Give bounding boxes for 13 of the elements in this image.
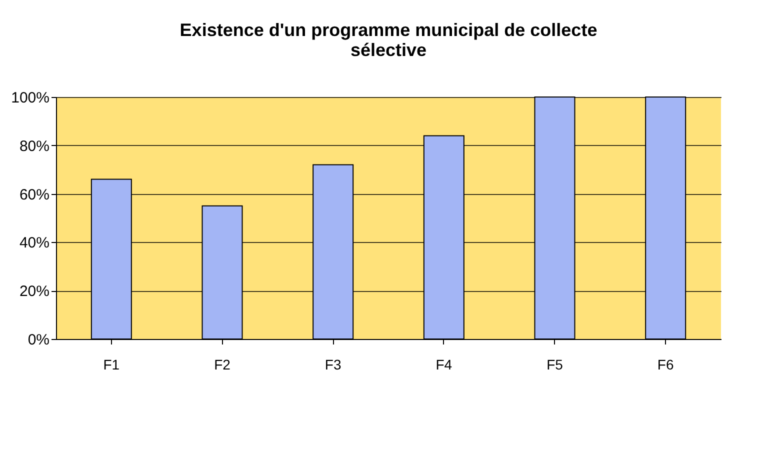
y-tick-label: 0% (28, 332, 50, 348)
x-tick-label: F4 (436, 356, 452, 372)
chart-title: Existence d'un programme municipal de collecte sélective (180, 20, 598, 60)
x-tick-label: F1 (103, 356, 120, 372)
x-tick-label: F6 (657, 356, 674, 372)
y-tick-label: 20% (19, 283, 50, 300)
y-tick-label: 40% (19, 234, 50, 252)
x-tick-label: F3 (324, 356, 342, 372)
x-tick-label: F5 (546, 356, 564, 372)
y-tick-label: 100% (11, 90, 50, 106)
x-tick-label: F2 (214, 356, 231, 372)
y-tick-label: 60% (19, 186, 50, 204)
y-tick-label: 80% (19, 138, 50, 155)
